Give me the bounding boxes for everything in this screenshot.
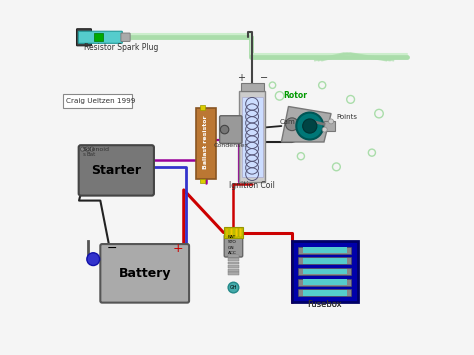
Bar xyxy=(228,265,239,268)
Bar xyxy=(230,228,233,237)
Bar xyxy=(226,228,228,237)
Bar xyxy=(240,83,264,92)
Text: +: + xyxy=(173,242,184,255)
Bar xyxy=(303,247,347,253)
Bar xyxy=(299,247,351,254)
FancyBboxPatch shape xyxy=(76,29,91,46)
Polygon shape xyxy=(282,106,331,142)
Circle shape xyxy=(228,282,239,293)
Bar xyxy=(239,92,265,182)
Bar xyxy=(228,272,239,275)
Text: Resistor Spark Plug: Resistor Spark Plug xyxy=(83,43,158,52)
Circle shape xyxy=(90,147,94,151)
Text: −: − xyxy=(260,73,268,83)
Bar xyxy=(94,33,103,41)
Bar xyxy=(292,241,358,302)
Bar xyxy=(242,97,263,177)
Bar xyxy=(63,94,132,108)
Circle shape xyxy=(85,147,89,151)
Bar xyxy=(235,228,237,237)
Bar xyxy=(324,121,335,131)
Bar xyxy=(299,289,351,296)
Circle shape xyxy=(303,119,317,133)
Text: Rotor: Rotor xyxy=(283,91,308,100)
Text: Ballast resistor: Ballast resistor xyxy=(203,115,209,169)
Bar xyxy=(303,290,347,296)
Bar xyxy=(299,279,351,286)
Text: Battery: Battery xyxy=(118,267,171,280)
Text: BAT
STO
GN
ACC: BAT STO GN ACC xyxy=(228,235,237,255)
Bar xyxy=(200,105,205,110)
FancyBboxPatch shape xyxy=(121,33,130,42)
Text: Points: Points xyxy=(337,114,357,120)
FancyBboxPatch shape xyxy=(219,116,242,143)
Circle shape xyxy=(220,125,229,134)
Bar xyxy=(196,108,216,179)
Circle shape xyxy=(296,113,323,140)
FancyBboxPatch shape xyxy=(78,31,122,43)
Text: Solenoid: Solenoid xyxy=(82,147,109,152)
FancyBboxPatch shape xyxy=(224,235,243,257)
Text: Cam: Cam xyxy=(280,119,295,125)
Text: Ignition Coil: Ignition Coil xyxy=(229,181,275,190)
Text: Fusebox: Fusebox xyxy=(308,300,342,310)
Bar xyxy=(239,228,242,237)
Circle shape xyxy=(87,253,100,266)
Bar xyxy=(299,268,351,275)
Text: Fusebox: Fusebox xyxy=(308,300,342,310)
Bar xyxy=(228,258,239,261)
Circle shape xyxy=(328,119,334,124)
Text: +: + xyxy=(237,73,245,83)
Bar xyxy=(200,179,205,183)
Text: Starter: Starter xyxy=(91,164,141,177)
Bar xyxy=(228,269,239,272)
Text: Bat: Bat xyxy=(86,152,95,157)
Text: −: − xyxy=(107,242,117,255)
Bar xyxy=(303,279,347,285)
Bar xyxy=(228,262,239,264)
Bar xyxy=(299,257,351,264)
Bar xyxy=(228,255,239,257)
Bar xyxy=(303,258,347,264)
Text: Craig Ueltzen 1999: Craig Ueltzen 1999 xyxy=(66,98,135,104)
Text: Condenser: Condenser xyxy=(214,143,248,148)
Bar xyxy=(303,269,347,274)
Circle shape xyxy=(322,127,327,132)
Text: GH: GH xyxy=(230,285,237,290)
Text: s: s xyxy=(82,152,85,157)
Circle shape xyxy=(81,147,85,151)
Circle shape xyxy=(286,118,299,131)
FancyBboxPatch shape xyxy=(79,145,154,196)
Bar xyxy=(224,227,243,238)
FancyBboxPatch shape xyxy=(100,244,189,302)
